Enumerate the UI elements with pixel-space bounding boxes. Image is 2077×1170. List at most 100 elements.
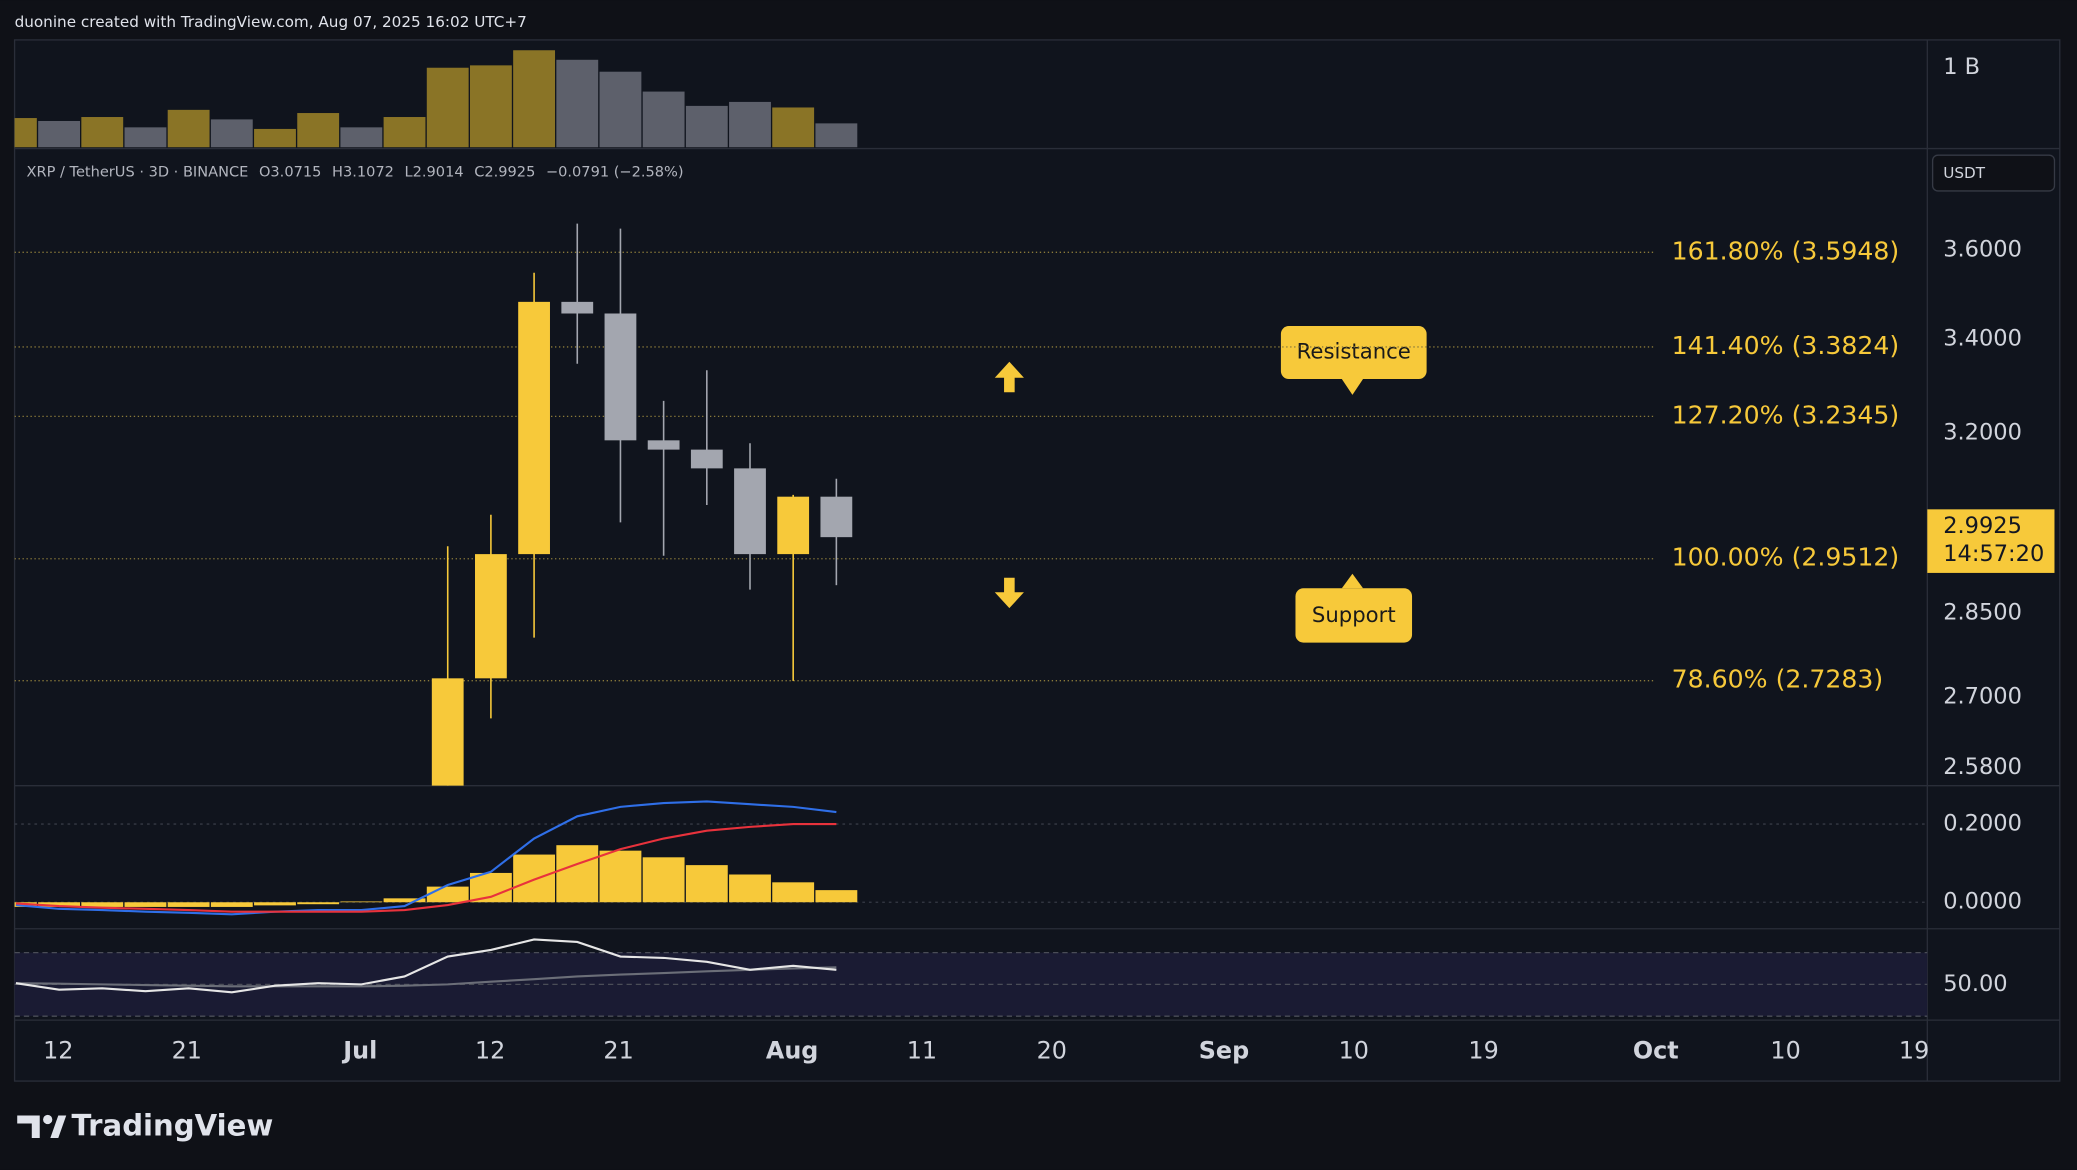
resistance-callout: Resistance — [1280, 326, 1427, 395]
macd-histogram-bar — [685, 865, 728, 903]
x-tick-label: 19 — [1899, 1036, 1929, 1064]
volume-bar — [340, 127, 383, 148]
volume-bar — [383, 117, 426, 148]
x-tick-label: 11 — [907, 1036, 937, 1064]
volume-bar — [81, 117, 124, 148]
change: −0.0791 (−2.58%) — [546, 163, 684, 180]
volume-bar — [297, 113, 340, 148]
macd-histogram-bar — [210, 902, 253, 907]
y-tick-label: 50.00 — [1943, 971, 2007, 997]
candle-body — [604, 313, 637, 441]
volume-bar — [599, 71, 642, 148]
candle-body — [647, 440, 680, 450]
x-tick-label: Oct — [1633, 1036, 1679, 1064]
fib-label: 78.60% (2.7283) — [1672, 665, 1884, 694]
volume-bar — [556, 59, 599, 148]
y-tick-label: 0.2000 — [1943, 811, 2022, 837]
macd-histogram-bar — [38, 902, 81, 907]
ohlc-key: O — [259, 163, 270, 180]
currency-button[interactable] — [1931, 154, 2056, 192]
annotation: Resistance — [1297, 339, 1411, 364]
currency: USDT — [1943, 164, 1986, 182]
ohlc-key: L — [405, 163, 414, 180]
indicator-line — [15, 800, 837, 916]
price-badge — [1927, 509, 2055, 573]
volume-bar — [210, 119, 253, 148]
macd-histogram-bar — [815, 890, 858, 903]
candle-body — [518, 301, 550, 555]
down-arrow — [994, 577, 1024, 609]
macd-histogram-bar — [167, 902, 210, 907]
ohlc-key: H — [332, 163, 343, 180]
ohlc-value: 2.9925 — [484, 163, 535, 180]
y-tick-label: 1 B — [1943, 54, 1980, 80]
x-tick-label: Jul — [341, 1036, 377, 1064]
candle-body — [777, 496, 810, 555]
credit: duonine created with TradingView.com, Au… — [15, 13, 527, 31]
x-tick-label: Sep — [1199, 1036, 1249, 1064]
macd-histogram-bar — [599, 850, 642, 903]
y-tick-label: 0.0000 — [1943, 889, 2022, 915]
annotation: Support — [1312, 602, 1396, 627]
candle-body — [561, 301, 594, 314]
brand-logo: TradingView — [17, 1108, 273, 1142]
last-price: 2.9925 — [1943, 513, 2022, 539]
candle-body — [475, 554, 507, 679]
volume-bar — [254, 128, 296, 148]
macd-histogram-bar — [513, 854, 556, 903]
y-tick-label: 3.4000 — [1943, 325, 2022, 351]
x-tick-label: 12 — [475, 1036, 505, 1064]
x-tick-label: 12 — [43, 1036, 73, 1064]
symbol: XRP / TetherUS · 3D · BINANCE — [26, 163, 248, 180]
macd-histogram-bar — [297, 902, 340, 905]
volume-bar — [642, 91, 685, 148]
y-tick-label: 2.5800 — [1943, 754, 2022, 780]
volume-bar — [513, 50, 556, 148]
volume-bar — [469, 65, 512, 148]
macd-histogram-bar — [426, 886, 469, 903]
ohlc-value: 2.9014 — [413, 163, 464, 180]
countdown: 14:57:20 — [1943, 541, 2044, 567]
y-tick-label: 3.2000 — [1943, 420, 2022, 446]
macd-histogram-bar — [383, 898, 426, 903]
volume-bar — [426, 67, 469, 148]
y-tick-label: 2.8500 — [1943, 599, 2022, 625]
x-tick-label: 10 — [1770, 1036, 1800, 1064]
fib-label: 161.80% (3.5948) — [1672, 236, 1900, 265]
fib-label: 127.20% (3.2345) — [1672, 400, 1900, 429]
volume-bar — [14, 118, 37, 148]
ohlc-value: 3.1072 — [343, 163, 394, 180]
candle-body — [734, 468, 766, 555]
volume-bar — [124, 127, 167, 148]
volume-bar — [167, 109, 210, 148]
macd-histogram-bar — [729, 874, 771, 903]
ohlc-legend: XRP / TetherUS · 3D · BINANCE O3.0715 H3.1… — [26, 163, 683, 180]
y-tick-label: 3.6000 — [1943, 237, 2022, 263]
macd-histogram-bar — [124, 902, 167, 907]
fib-label: 100.00% (2.9512) — [1672, 543, 1900, 572]
x-tick-label: 21 — [603, 1036, 633, 1064]
plot-area — [14, 50, 1928, 1017]
indicator-line — [15, 938, 837, 994]
x-tick-label: 10 — [1339, 1036, 1369, 1064]
macd-histogram-bar — [254, 902, 296, 906]
x-tick-label: 20 — [1037, 1036, 1067, 1064]
x-tick-label: 21 — [172, 1036, 202, 1064]
volume-bar — [772, 107, 815, 148]
y-tick-label: 2.7000 — [1943, 683, 2022, 709]
support-callout: Support — [1295, 573, 1413, 643]
candle-body — [820, 496, 853, 538]
brand: TradingView — [72, 1108, 274, 1142]
macd-histogram-bar — [340, 901, 383, 903]
chart-frame — [13, 39, 2061, 1082]
x-tick-label: 19 — [1468, 1036, 1498, 1064]
candle-body — [690, 449, 723, 469]
x-tick-label: Aug — [766, 1036, 818, 1064]
indicator-line — [15, 966, 837, 988]
indicator-line — [15, 823, 837, 913]
macd-histogram-bar — [81, 902, 124, 907]
macd-histogram-bar — [642, 857, 685, 903]
volume-bar — [729, 101, 771, 148]
volume-bar — [38, 120, 81, 148]
